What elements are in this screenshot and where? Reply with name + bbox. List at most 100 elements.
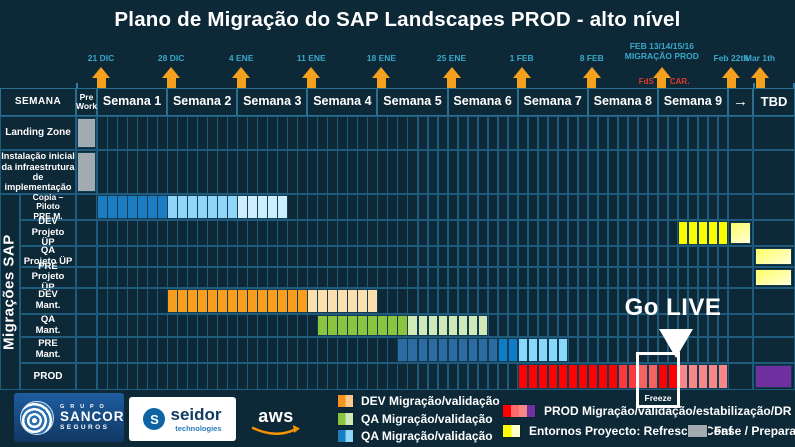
- grid-cell: [297, 150, 308, 194]
- grid-cell: [157, 220, 168, 246]
- grid-cell: [437, 194, 449, 220]
- grid-cell: [267, 220, 278, 246]
- milestone-arrow-icon: [447, 77, 457, 88]
- grid-cell: [497, 314, 509, 337]
- grid-cell: [157, 314, 168, 337]
- legend-swatch: [687, 424, 708, 438]
- grid-cell: [207, 150, 218, 194]
- grid-cell: [137, 267, 148, 288]
- grid-cell: [667, 194, 679, 220]
- grid-cell: [227, 267, 238, 288]
- grid-cell: [377, 267, 388, 288]
- grid-cell: [497, 288, 509, 314]
- grid-cell: [187, 314, 198, 337]
- grid-cell: [617, 150, 629, 194]
- grid-cell: [277, 246, 288, 267]
- bar-segment: [257, 289, 268, 313]
- grid-cell: [728, 337, 753, 363]
- row-label: PRE Mant.: [20, 337, 76, 363]
- bar-segment: [187, 289, 198, 313]
- grid-cell: [257, 267, 268, 288]
- grid-cell: [467, 220, 479, 246]
- bar-segment: [537, 364, 549, 389]
- bar-segment: [755, 248, 792, 265]
- grid-cell: [697, 194, 709, 220]
- grid-cell: [117, 220, 128, 246]
- grid-cell: [597, 220, 609, 246]
- bar-segment: [597, 364, 609, 389]
- grid-cell: [287, 116, 298, 150]
- grid-cell: [287, 314, 298, 337]
- grid-cell: [307, 220, 318, 246]
- bar-segment: [587, 364, 599, 389]
- grid-cell: [157, 150, 168, 194]
- grid-cell: [367, 194, 378, 220]
- grid-cell: [297, 194, 308, 220]
- grid-cell: [327, 150, 338, 194]
- grid-cell: [407, 150, 418, 194]
- grid-cell: [507, 194, 519, 220]
- bar-segment: [387, 315, 398, 336]
- grid-cell: [677, 246, 689, 267]
- bar-segment: [207, 195, 218, 219]
- grid-cell: [527, 220, 539, 246]
- grid-cell: [567, 246, 579, 267]
- grid-cell: [547, 220, 559, 246]
- bar-segment: [527, 364, 539, 389]
- grid-cell: [117, 288, 128, 314]
- grid-cell: [76, 363, 97, 390]
- legend-label: DEV Migração/validação: [361, 394, 500, 408]
- bar-segment: [157, 195, 168, 219]
- grid-cell: [237, 267, 248, 288]
- grid-cell: [177, 337, 188, 363]
- grid-cell: [637, 246, 649, 267]
- grid-cell: [257, 314, 268, 337]
- grid-cell: [477, 194, 489, 220]
- bar-segment: [507, 338, 519, 362]
- grid-cell: [297, 337, 308, 363]
- grid-cell: [337, 267, 348, 288]
- grid-cell: [197, 116, 208, 150]
- grid-cell: [407, 194, 418, 220]
- grid-cell: [157, 116, 168, 150]
- grid-cell: [497, 246, 509, 267]
- aws-logo: aws: [247, 401, 305, 443]
- seidor-name-text: seidor: [170, 404, 222, 424]
- grid-cell: [527, 314, 539, 337]
- grid-cell: [728, 220, 753, 246]
- grid-cell: [707, 246, 719, 267]
- side-label: Migrações SAP: [0, 194, 20, 390]
- grid-cell: [477, 246, 489, 267]
- grid-cell: [76, 194, 97, 220]
- grid-cell: [76, 267, 97, 288]
- grid-cell: [617, 246, 629, 267]
- grid-cell: [567, 116, 579, 150]
- grid-cell: [137, 363, 148, 390]
- grid-cell: [117, 116, 128, 150]
- grid-cell: [517, 220, 529, 246]
- grid-cell: [117, 363, 128, 390]
- grid-cell: [447, 116, 459, 150]
- grid-cell: [117, 337, 128, 363]
- bar-segment: [107, 195, 118, 219]
- grid-cell: [177, 314, 188, 337]
- grid-cell: [197, 314, 208, 337]
- grid-cell: [597, 267, 609, 288]
- grid-cell: [297, 116, 308, 150]
- grid-cell: [728, 150, 753, 194]
- header-col-week-9: Semana 9: [657, 88, 728, 116]
- axis-tick: [76, 83, 78, 88]
- bar-segment: [177, 289, 188, 313]
- grid-cell: [167, 220, 178, 246]
- bar-segment: [717, 364, 729, 389]
- page-title: Plano de Migração do SAP Landscapes PROD…: [114, 8, 681, 31]
- bar-segment: [167, 195, 178, 219]
- bar-segment: [755, 365, 792, 388]
- grid-cell: [687, 246, 699, 267]
- grid-cell: [657, 194, 669, 220]
- grid-cell: [317, 194, 328, 220]
- aws-smile-icon: [251, 424, 300, 435]
- bar-segment: [367, 289, 378, 313]
- grid-cell: [567, 337, 579, 363]
- grid-cell: [507, 116, 519, 150]
